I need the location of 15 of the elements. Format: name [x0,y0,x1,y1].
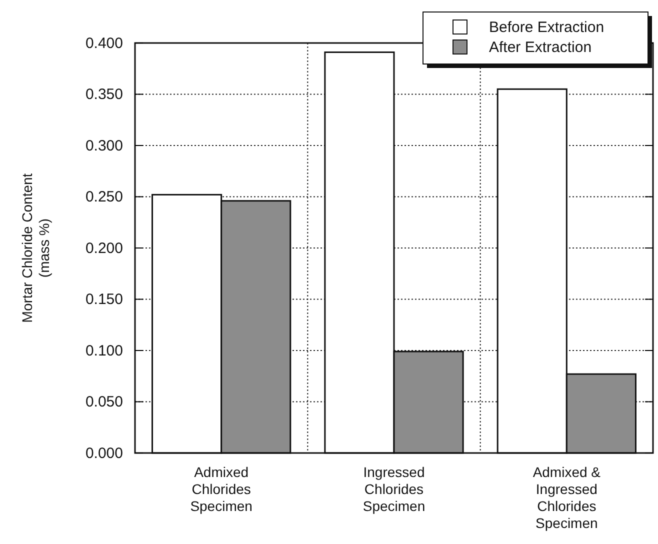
x-tick-label: Admixed Chlorides Specimen [190,464,252,514]
y-tick-label: 0.150 [85,291,123,308]
y-tick-label: 0.300 [85,137,123,154]
x-tick-label: Admixed & Ingressed Chlorides Specimen [532,464,602,531]
y-tick-label: 0.250 [85,188,123,206]
y-tick-label: 0.000 [85,444,123,462]
legend-label: Before Extraction [489,19,604,36]
y-tick-label: 0.400 [85,34,123,52]
y-axis-title: Mortar Chloride Content (mass %) [19,173,52,323]
y-tick-label: 0.350 [85,86,123,104]
y-tick-label: 0.100 [85,342,123,360]
legend-label: After Extraction [489,39,592,56]
x-tick-label: Ingressed Chlorides Specimen [362,464,426,514]
y-tick-label: 0.050 [85,394,123,411]
y-tick-label: 0.200 [85,240,123,257]
